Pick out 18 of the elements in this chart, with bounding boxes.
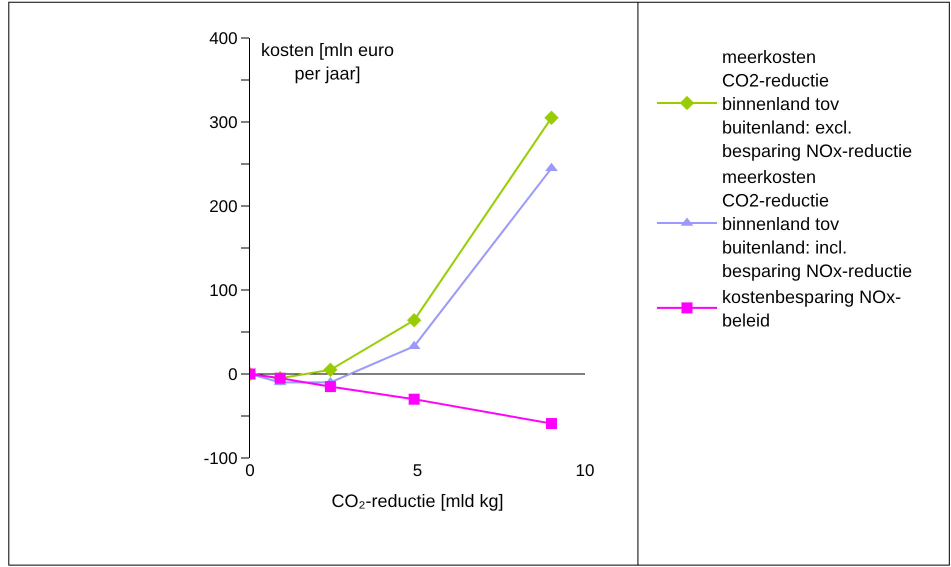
y-tick-label: 200 — [209, 196, 238, 216]
y-tick-label: 300 — [209, 112, 238, 132]
y-axis-title: kosten [mln euro per jaar] — [261, 40, 394, 84]
point — [324, 381, 336, 392]
y-tick-label: 100 — [209, 280, 238, 300]
point — [407, 313, 422, 328]
x-tick-label: 5 — [412, 461, 422, 480]
point — [408, 394, 420, 405]
x-tick-label: 0 — [245, 461, 255, 480]
point — [323, 362, 338, 377]
point — [546, 418, 557, 430]
y-tick-label: -100 — [204, 448, 238, 468]
x-axis-title: CO₂-reductie [mld kg] — [331, 491, 504, 512]
legend-label: kostenbesparing NOx-beleid — [722, 287, 902, 331]
y-tick-label: 400 — [209, 28, 238, 48]
y-tick-label: 0 — [228, 364, 238, 384]
point — [544, 110, 559, 125]
x-tick-label: 10 — [576, 461, 594, 480]
